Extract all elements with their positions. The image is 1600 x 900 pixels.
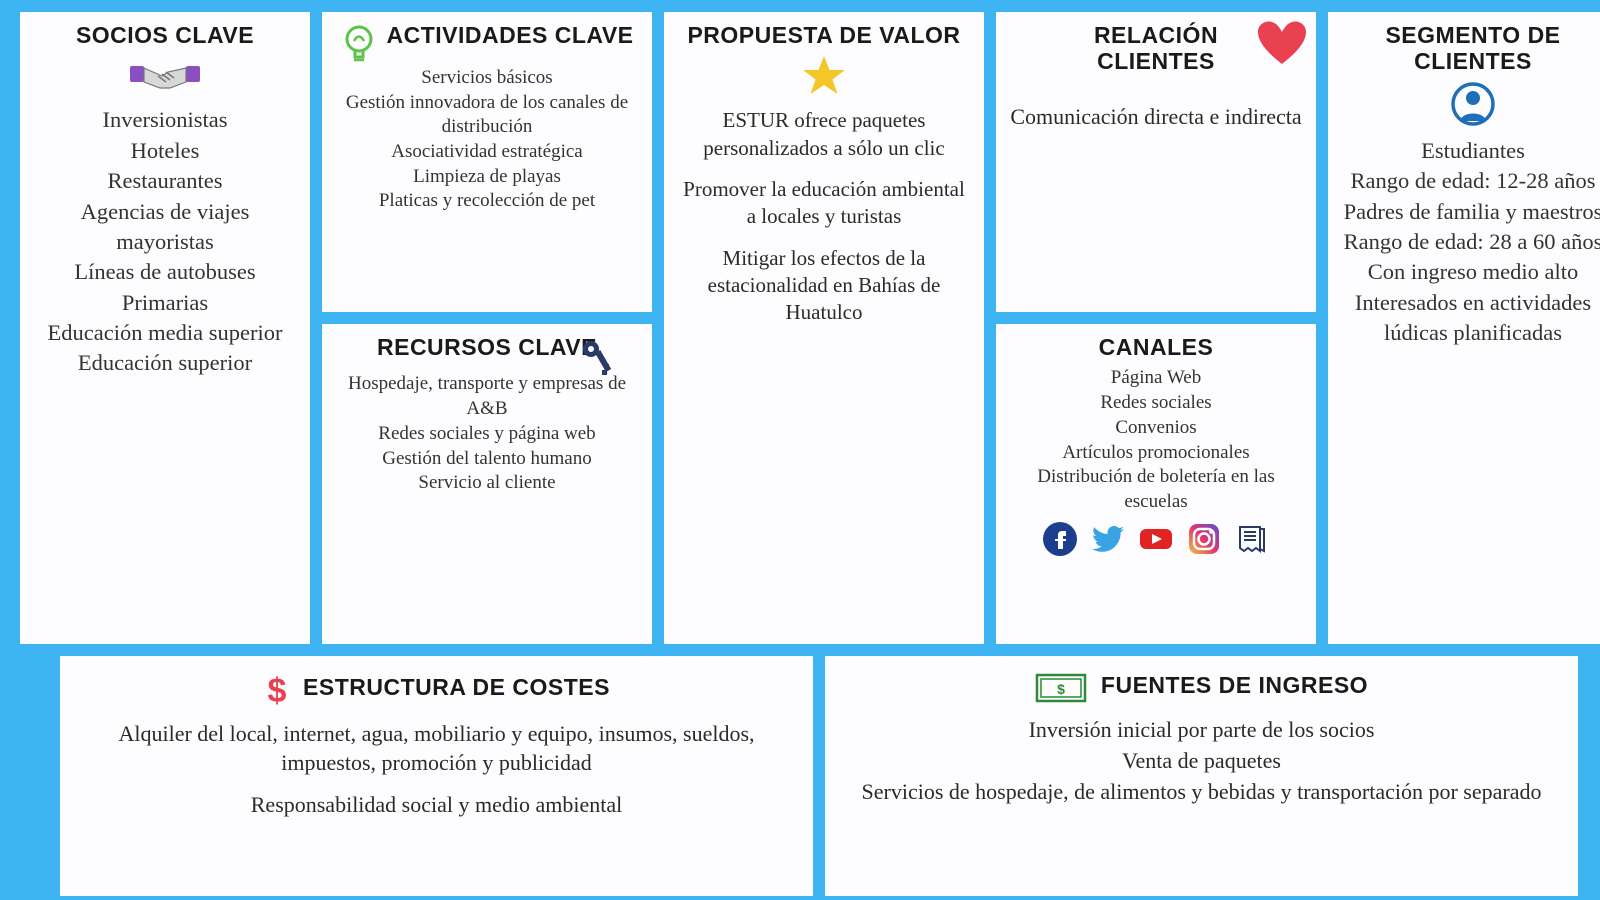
costes-p1: Alquiler del local, internet, agua, mobi… — [88, 720, 785, 777]
youtube-icon — [1138, 521, 1174, 557]
key-icon — [580, 338, 612, 380]
list-item: Rango de edad: 12-28 años — [1340, 166, 1600, 196]
box-segmento-clientes: SEGMENTO DE CLIENTES Estudiantes Rango d… — [1328, 12, 1600, 644]
relacion-text: Comunicación directa e indirecta — [1008, 103, 1304, 132]
list-item: Primarias — [32, 288, 298, 318]
box-socios-clave: SOCIOS CLAVE Inversionistas Hoteles Rest… — [20, 12, 310, 644]
list-item: Padres de familia y maestros — [1340, 197, 1600, 227]
ingreso-p3: Servicios de hospedaje, de alimentos y b… — [853, 778, 1550, 807]
box-estructura-costes: $ ESTRUCTURA DE COSTES Alquiler del loca… — [60, 656, 813, 896]
box-recursos-clave: RECURSOS CLAVE Hospedaje, transporte y e… — [322, 324, 652, 644]
actividades-list: Servicios básicos Gestión innovadora de … — [334, 66, 640, 214]
bill-icon: $ — [1035, 673, 1087, 703]
title-canales: CANALES — [1008, 334, 1304, 360]
dollar-icon: $ — [263, 672, 291, 708]
box-canales: CANALES Página Web Redes sociales Conven… — [996, 324, 1316, 644]
bottom-row: $ ESTRUCTURA DE COSTES Alquiler del loca… — [20, 656, 1600, 896]
propuesta-p2: Promover la educación ambiental a locale… — [676, 176, 972, 231]
list-item: Restaurantes — [32, 166, 298, 196]
recursos-list: Hospedaje, transporte y empresas de A&B … — [334, 372, 640, 495]
title-costes: ESTRUCTURA DE COSTES — [303, 674, 610, 700]
list-item: Página Web — [1008, 366, 1304, 391]
list-item: Artículos promocionales — [1008, 441, 1304, 466]
list-item: Estudiantes — [1340, 136, 1600, 166]
box-relacion-clientes: RELACIÓN CLIENTES Comunicación directa e… — [996, 12, 1316, 312]
svg-text:$: $ — [268, 672, 287, 708]
title-propuesta: PROPUESTA DE VALOR — [676, 22, 972, 48]
socios-list: Inversionistas Hoteles Restaurantes Agen… — [32, 105, 298, 378]
list-item: Gestión del talento humano — [334, 447, 640, 472]
ingreso-p1: Inversión inicial por parte de los socio… — [853, 716, 1550, 745]
list-item: Limpieza de playas — [334, 165, 640, 190]
heart-icon — [1256, 20, 1308, 66]
propuesta-p1: ESTUR ofrece paquetes personalizados a s… — [676, 107, 972, 162]
list-item: Asociatividad estratégica — [334, 140, 640, 165]
propuesta-p3: Mitigar los efectos de la estacionalidad… — [676, 245, 972, 327]
canales-list: Página Web Redes sociales Convenios Artí… — [1008, 366, 1304, 514]
list-item: Servicio al cliente — [334, 471, 640, 496]
list-item: Educación superior — [32, 348, 298, 378]
list-item: Platicas y recolección de pet — [334, 189, 640, 214]
title-socios: SOCIOS CLAVE — [32, 22, 298, 48]
title-ingreso: FUENTES DE INGRESO — [1101, 672, 1368, 698]
title-segmento: SEGMENTO DE CLIENTES — [1340, 22, 1600, 75]
twitter-icon — [1090, 521, 1126, 557]
star-icon — [676, 54, 972, 103]
list-item: Inversionistas — [32, 105, 298, 135]
list-item: Líneas de autobuses — [32, 257, 298, 287]
ingreso-p2: Venta de paquetes — [853, 747, 1550, 776]
list-item: Gestión innovadora de los canales de dis… — [334, 91, 640, 140]
box-actividades-clave: ACTIVIDADES CLAVE Servicios básicos Gest… — [322, 12, 652, 312]
costes-p2: Responsabilidad social y medio ambiental — [88, 791, 785, 820]
list-item: Con ingreso medio alto — [1340, 257, 1600, 287]
instagram-icon — [1186, 521, 1222, 557]
list-item: Interesados en actividades lúdicas plani… — [1340, 288, 1600, 349]
bmc-canvas: SOCIOS CLAVE Inversionistas Hoteles Rest… — [0, 0, 1600, 900]
box-fuentes-ingreso: $ FUENTES DE INGRESO Inversión inicial p… — [825, 656, 1578, 896]
handshake-icon — [32, 54, 298, 101]
list-item: Redes sociales — [1008, 391, 1304, 416]
lightbulb-icon — [340, 22, 378, 66]
list-item: Hoteles — [32, 136, 298, 166]
list-item: Rango de edad: 28 a 60 años — [1340, 227, 1600, 257]
segmento-list: Estudiantes Rango de edad: 12-28 años Pa… — [1340, 136, 1600, 349]
list-item: Convenios — [1008, 416, 1304, 441]
title-actividades: ACTIVIDADES CLAVE — [386, 22, 633, 48]
person-icon — [1340, 81, 1600, 132]
svg-text:$: $ — [1057, 681, 1065, 697]
list-item: Servicios básicos — [334, 66, 640, 91]
social-icons-row — [1008, 521, 1304, 557]
list-item: Distribución de boletería en las escuela… — [1008, 465, 1304, 514]
title-recursos: RECURSOS CLAVE — [377, 334, 597, 360]
box-propuesta-valor: PROPUESTA DE VALOR ESTUR ofrece paquetes… — [664, 12, 984, 644]
newspaper-icon — [1234, 521, 1270, 557]
list-item: Educación media superior — [32, 318, 298, 348]
facebook-icon — [1042, 521, 1078, 557]
list-item: Agencias de viajes mayoristas — [32, 197, 298, 258]
list-item: Redes sociales y página web — [334, 422, 640, 447]
